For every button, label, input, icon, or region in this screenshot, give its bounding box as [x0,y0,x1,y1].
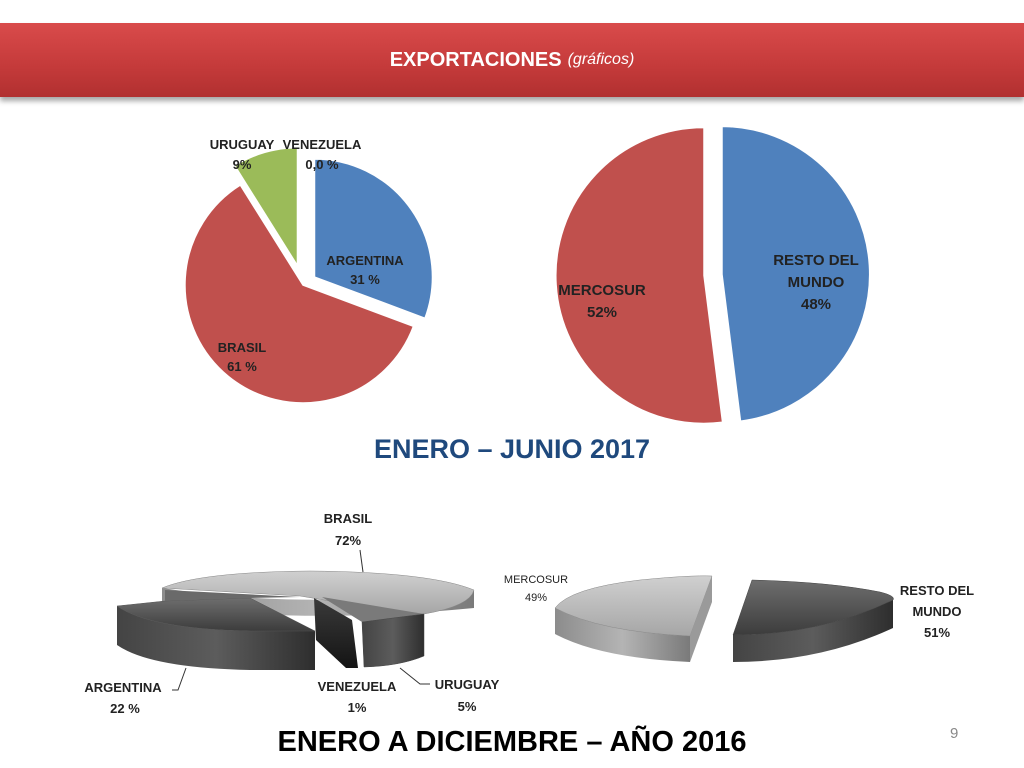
label-uruguay-2016-value: 5% [458,699,477,714]
label-uruguay-name: URUGUAY [210,137,275,152]
slice-resto-2016-side [733,600,893,662]
label-uruguay-2016-name: URUGUAY [435,677,500,692]
label-resto-2016-line1: RESTO DEL [900,583,974,598]
label-argentina-2016-value: 22 % [110,701,140,716]
label-venezuela-name: VENEZUELA [283,137,362,152]
slice-brasil-2016 [161,570,475,615]
label-argentina-2016-name: ARGENTINA [84,680,162,695]
slice-uruguay [233,147,299,269]
pie-chart-2016-countries: BRASIL 72% ARGENTINA 22 % VENEZUELA 1% U… [84,511,499,716]
pie-chart-2017-countries: ARGENTINA 31 % BRASIL 61 % URUGUAY 9% VE… [184,137,434,404]
page-number: 9 [950,725,959,742]
slice-argentina-2016-side [117,606,315,670]
slice-argentina-2016-back [165,590,300,601]
slide-title: EXPORTACIONES [389,48,562,71]
slice-resto-2016 [732,579,894,636]
caption-2016: ENERO A DICIEMBRE – AÑO 2016 [277,726,747,758]
label-resto-line2: MUNDO [788,274,845,291]
leader-uruguay-2016 [399,667,430,685]
pie-chart-2017-regions: RESTO DEL MUNDO 48% MERCOSUR 52% [555,125,871,425]
label-venezuela-2016-name: VENEZUELA [318,679,397,694]
slice-argentina [313,158,434,320]
slice-brasil [184,183,415,404]
slice-uruguay-2016 [361,613,425,668]
slice-argentina-2016 [116,597,316,632]
label-argentina-value: 31 % [350,272,380,287]
label-brasil-value: 61 % [227,359,257,374]
label-mercosur-2016-value: 49% [525,592,547,604]
slide-subtitle: (gráficos) [567,51,635,68]
label-mercosur-name: MERCOSUR [558,282,646,299]
slice-mercosur-2016-edge [690,576,712,662]
title-banner: EXPORTACIONES (gráficos) [0,23,1024,97]
slice-mercosur-2016 [554,575,713,637]
leader-argentina-2016 [172,667,187,691]
caption-2017: ENERO – JUNIO 2017 [373,434,651,464]
slice-mercosur [555,126,724,425]
label-venezuela-2016-value: 1% [348,700,367,715]
slice-venezuela-2016 [314,598,358,668]
label-uruguay-value: 9% [233,157,252,172]
label-venezuela-value: 0,0 % [305,157,339,172]
label-resto-2016-value: 51% [924,625,950,640]
label-brasil-2016-value: 72% [335,533,361,548]
label-brasil-name: BRASIL [218,340,266,355]
label-argentina-name: ARGENTINA [326,253,404,268]
label-resto-2016-line2: MUNDO [912,604,961,619]
leader-brasil-2016 [359,549,364,573]
label-resto-line1: RESTO DEL [773,252,859,269]
label-mercosur-2016-name: MERCOSUR [504,574,568,586]
slice-uruguay-2016-top [322,597,424,622]
label-resto-value: 48% [801,296,831,313]
pie-chart-2016-regions: MERCOSUR 49% RESTO DEL MUNDO 51% [504,574,974,662]
slice-resto-del-mundo [721,125,871,423]
label-brasil-2016-name: BRASIL [324,511,372,526]
label-mercosur-value: 52% [587,304,617,321]
